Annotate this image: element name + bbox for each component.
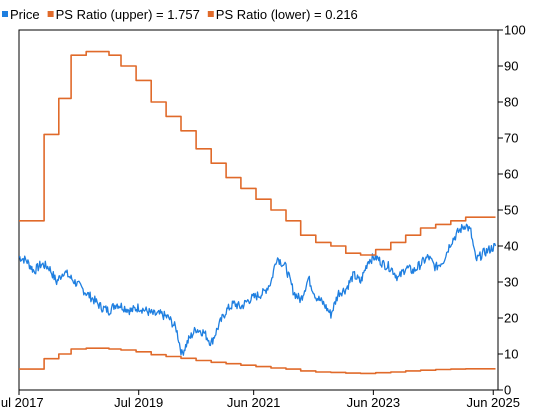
x-tick-label: Jun 2025: [466, 395, 520, 410]
series-line-1: [19, 50, 496, 256]
y-axis: 0 10 20 30 40 50 60 70 80 90 100: [498, 23, 526, 398]
x-tick-label: Jun 2023: [347, 395, 401, 410]
legend-label: PS Ratio (lower) = 0.216: [216, 7, 358, 22]
x-tick-label: Jun 2021: [227, 395, 281, 410]
y-tick-label: 10: [504, 347, 518, 362]
series-layer: [19, 50, 497, 375]
plot-area: [18, 29, 499, 391]
y-tick-label: 100: [504, 23, 526, 38]
y-tick-label: 60: [504, 167, 518, 182]
series-line-0: [19, 223, 497, 356]
legend-label: Price: [10, 7, 40, 22]
legend: Price PS Ratio (upper) = 1.757 PS Ratio (l…: [2, 7, 358, 22]
legend-label: PS Ratio (upper) = 1.757: [56, 7, 200, 22]
legend-swatch: [207, 11, 214, 17]
y-tick-label: 80: [504, 95, 518, 110]
y-tick-label: 50: [504, 203, 518, 218]
y-tick-label: 0: [504, 383, 511, 398]
y-tick-label: 40: [504, 239, 518, 254]
y-tick-label: 70: [504, 131, 518, 146]
y-tick-label: 90: [504, 59, 518, 74]
series-line-2: [19, 347, 496, 375]
legend-swatch: [2, 11, 8, 17]
plot-frame: [18, 29, 499, 391]
legend-swatch: [47, 11, 54, 17]
y-tick-label: 20: [504, 311, 518, 326]
x-axis: Jul 2017 Jul 2019 Jun 2021 Jun 2023 Jun 2025: [0, 390, 520, 410]
x-tick-label: Jul 2017: [0, 395, 44, 410]
y-tick-label: 30: [504, 275, 518, 290]
x-tick-label: Jul 2019: [114, 395, 163, 410]
